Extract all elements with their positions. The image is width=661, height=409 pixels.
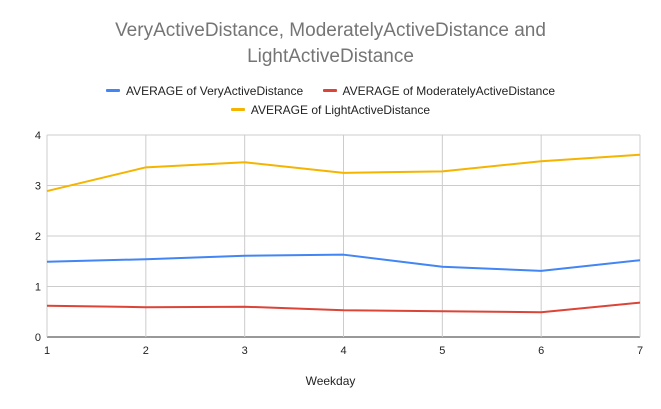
x-tick-label: 6 xyxy=(538,345,544,357)
chart-title-line1: VeryActiveDistance, ModeratelyActiveDist… xyxy=(115,20,546,41)
chart-legend-row2: AVERAGE of LightActiveDistance xyxy=(0,100,661,117)
chart-legend: AVERAGE of VeryActiveDistance AVERAGE of… xyxy=(0,81,661,98)
x-tick-label: 2 xyxy=(143,345,149,357)
legend-item-light-active: AVERAGE of LightActiveDistance xyxy=(230,102,431,117)
x-axis-label: Weekday xyxy=(305,374,356,388)
legend-label-very-active: AVERAGE of VeryActiveDistance xyxy=(125,83,304,98)
legend-swatch-moderately-active xyxy=(322,89,337,92)
y-tick-label: 2 xyxy=(35,231,41,243)
y-tick-label: 1 xyxy=(35,282,41,294)
legend-item-moderately-active: AVERAGE of ModeratelyActiveDistance xyxy=(322,83,556,98)
x-tick-label: 3 xyxy=(242,345,248,357)
x-tick-label: 4 xyxy=(340,345,346,357)
legend-label-light-active: AVERAGE of LightActiveDistance xyxy=(250,102,431,117)
legend-label-moderately-active: AVERAGE of ModeratelyActiveDistance xyxy=(342,83,556,98)
legend-swatch-light-active xyxy=(230,108,245,111)
legend-item-very-active: AVERAGE of VeryActiveDistance xyxy=(105,83,304,98)
y-tick-label: 0 xyxy=(35,332,41,344)
y-tick-label: 4 xyxy=(35,130,41,142)
y-tick-label: 3 xyxy=(35,181,41,193)
x-tick-label: 7 xyxy=(637,345,643,357)
legend-swatch-very-active xyxy=(105,89,120,92)
x-tick-label: 5 xyxy=(439,345,445,357)
x-tick-label: 1 xyxy=(44,345,50,357)
chart-title-line2: LightActiveDistance xyxy=(247,46,414,67)
chart-title: VeryActiveDistance, ModeratelyActiveDist… xyxy=(0,18,661,70)
